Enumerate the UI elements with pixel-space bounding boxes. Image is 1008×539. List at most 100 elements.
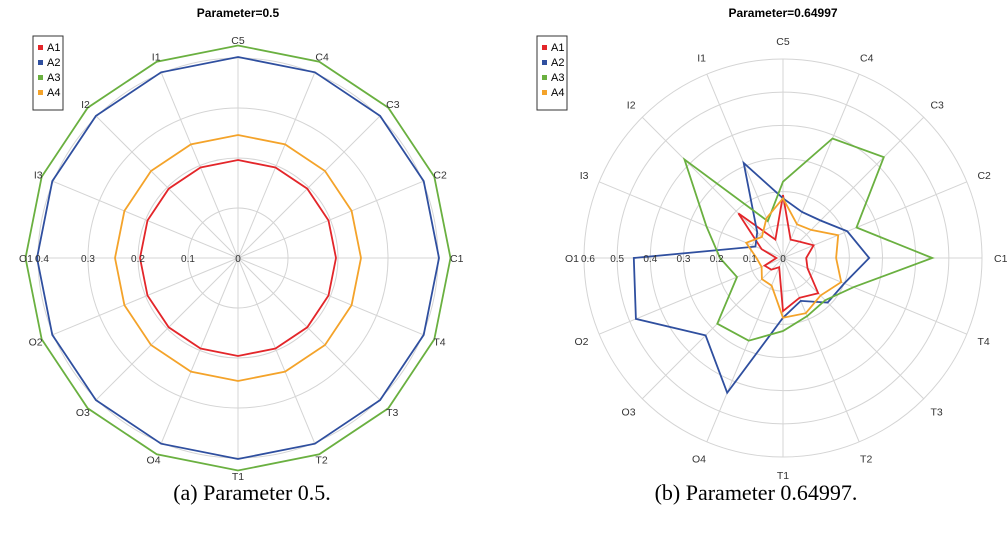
grid-spoke bbox=[96, 116, 239, 259]
tick-label: 0.5 bbox=[610, 254, 624, 265]
tick-label: 0.2 bbox=[131, 254, 145, 265]
tick-label: 0 bbox=[780, 254, 786, 265]
grid-spoke bbox=[161, 73, 239, 259]
tick-label: 0 bbox=[235, 254, 241, 265]
series-line-a1 bbox=[139, 159, 337, 357]
caption-b: (b) Parameter 0.64997. bbox=[654, 480, 858, 505]
axis-label-t4: T4 bbox=[977, 336, 989, 348]
axis-label-c4: C4 bbox=[860, 53, 874, 65]
grid-spoke bbox=[237, 257, 423, 335]
grid-spoke bbox=[237, 73, 315, 259]
axis-label-c3: C3 bbox=[930, 100, 944, 112]
axis-label-o4: O4 bbox=[147, 454, 161, 466]
legend-swatch-a4 bbox=[542, 90, 547, 95]
axis-label-c4: C4 bbox=[315, 52, 329, 64]
grid-spoke bbox=[598, 181, 784, 259]
chart-title: Parameter=0.64997 bbox=[728, 6, 837, 20]
axis-label-t3: T3 bbox=[930, 406, 942, 418]
axis-label-i2: I2 bbox=[81, 99, 90, 111]
series-line-a3 bbox=[682, 137, 935, 342]
axis-label-t1: T1 bbox=[232, 471, 244, 480]
radar-chart-a: 0 0.1 0.2 0.3 O1 0.4 C5 C4 C3 C2 C1 T4 T3 T2 T1 O4 O3 O2 I… bbox=[19, 6, 464, 480]
grid-spoke bbox=[782, 257, 925, 400]
axis-label-i3: I3 bbox=[580, 170, 589, 182]
legend-swatch-a1 bbox=[38, 45, 43, 50]
radar-panel-b: 0 0.1 0.2 0.3 0.4 0.5 O1 0.6 C5 C4 C3 C2 C1 T4 T3 T2 T1 O… bbox=[504, 0, 1008, 539]
grid-spoke bbox=[237, 116, 380, 259]
axis-label-c1: C1 bbox=[450, 253, 464, 265]
grid-spoke bbox=[161, 257, 239, 443]
legend-swatch-a1 bbox=[542, 45, 547, 50]
grid-spoke bbox=[706, 257, 784, 443]
axis-label-c3: C3 bbox=[386, 99, 400, 111]
legend-label-a2: A2 bbox=[47, 57, 60, 69]
axis-label-t3: T3 bbox=[386, 407, 398, 419]
series-line-a1 bbox=[737, 194, 820, 313]
series-line-a2 bbox=[36, 56, 440, 460]
chart-title: Parameter=0.5 bbox=[197, 6, 280, 20]
tick-label: 0.3 bbox=[81, 254, 95, 265]
axis-label-o2: O2 bbox=[575, 336, 589, 348]
axis-label-i3: I3 bbox=[34, 170, 43, 182]
axis-label-t2: T2 bbox=[315, 454, 327, 466]
grid-spoke bbox=[641, 257, 784, 400]
grid-spoke bbox=[53, 181, 239, 259]
axis-label-t4: T4 bbox=[433, 336, 445, 348]
grid-spoke bbox=[598, 257, 784, 335]
caption-a: (a) Parameter 0.5. bbox=[173, 480, 331, 505]
axis-label-c5: C5 bbox=[231, 35, 245, 47]
axis-label-c2: C2 bbox=[433, 170, 447, 182]
legend-swatch-a3 bbox=[38, 75, 43, 80]
axis-label-i1: I1 bbox=[697, 53, 706, 65]
axis-label-i2: I2 bbox=[627, 100, 636, 112]
legend-label-a4: A4 bbox=[551, 87, 564, 99]
axis-label-o2: O2 bbox=[29, 336, 43, 348]
tick-label: 0.2 bbox=[710, 254, 724, 265]
grid-spoke bbox=[641, 116, 784, 259]
grid-spoke bbox=[53, 257, 239, 335]
axis-label-c5: C5 bbox=[776, 36, 790, 48]
tick-label-outer: 0.4 bbox=[35, 254, 49, 265]
legend-label-a1: A1 bbox=[551, 42, 564, 54]
axis-label-o1: O1 bbox=[565, 253, 579, 265]
legend-label-a4: A4 bbox=[47, 87, 60, 99]
axis-label-o3: O3 bbox=[622, 406, 636, 418]
axis-label-t1: T1 bbox=[777, 470, 789, 480]
axis-label-o1: O1 bbox=[19, 253, 33, 265]
tick-label-outer: 0.6 bbox=[581, 254, 595, 265]
legend-swatch-a3 bbox=[542, 75, 547, 80]
legend-swatch-a2 bbox=[38, 60, 43, 65]
axis-label-c1: C1 bbox=[994, 253, 1008, 265]
tick-label: 0.1 bbox=[743, 254, 757, 265]
series-line-a2 bbox=[632, 160, 871, 395]
grid-spoke bbox=[782, 73, 860, 259]
grid-spoke bbox=[782, 116, 925, 259]
legend-swatch-a4 bbox=[38, 90, 43, 95]
grid-spoke bbox=[782, 181, 968, 259]
radar-panel-a: 0 0.1 0.2 0.3 O1 0.4 C5 C4 C3 C2 C1 T4 T3 T2 T1 O4 O3 O2 I… bbox=[19, 6, 464, 505]
tick-label: 0.1 bbox=[181, 254, 195, 265]
radar-chart-b: 0 0.1 0.2 0.3 0.4 0.5 O1 0.6 C5 C4 C3 C2 C1 T4 T3 T2 T1 O… bbox=[536, 6, 1008, 480]
legend-label-a1: A1 bbox=[47, 42, 60, 54]
radar-grid bbox=[37, 57, 439, 459]
axis-label-o3: O3 bbox=[76, 407, 90, 419]
grid-spoke bbox=[782, 257, 968, 335]
series-line-a4 bbox=[114, 134, 362, 382]
tick-label: 0.3 bbox=[677, 254, 691, 265]
legend-swatch-a2 bbox=[542, 60, 547, 65]
axis-label-o4: O4 bbox=[692, 453, 706, 465]
series-line-a4 bbox=[744, 196, 843, 319]
tick-label: 0.4 bbox=[643, 254, 657, 265]
legend-label-a2: A2 bbox=[551, 57, 564, 69]
grid-spoke bbox=[96, 257, 239, 400]
grid-spoke bbox=[237, 181, 423, 259]
grid-spoke bbox=[237, 257, 315, 443]
series-line-a3 bbox=[24, 44, 452, 472]
legend-label-a3: A3 bbox=[47, 72, 60, 84]
grid-spoke bbox=[237, 257, 380, 400]
axis-label-i1: I1 bbox=[152, 52, 161, 64]
axis-label-c2: C2 bbox=[977, 170, 991, 182]
legend: A1 A2 A3 A4 bbox=[32, 35, 64, 111]
legend-label-a3: A3 bbox=[551, 72, 564, 84]
legend: A1 A2 A3 A4 bbox=[536, 35, 568, 111]
